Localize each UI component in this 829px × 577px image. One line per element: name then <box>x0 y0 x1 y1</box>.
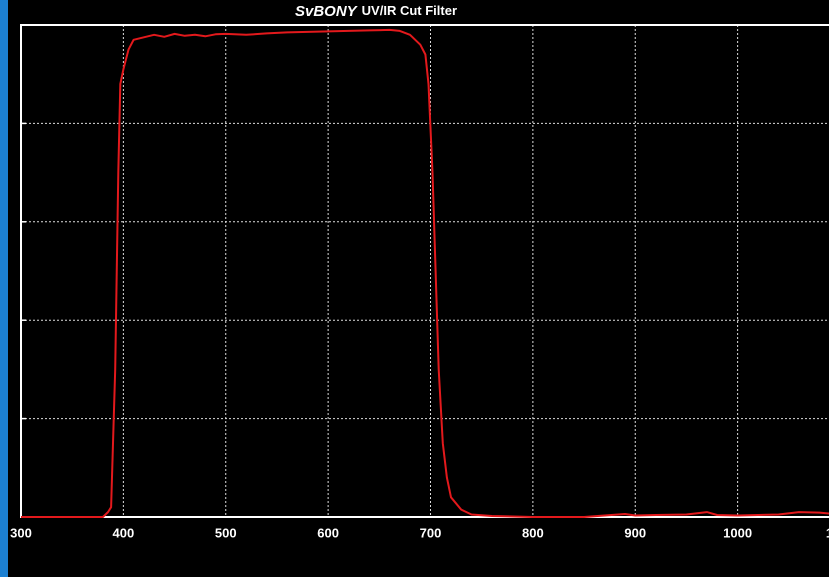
line <box>21 28 829 518</box>
x-tick-label: 800 <box>522 525 544 540</box>
x-tick-label: 900 <box>624 525 646 540</box>
x-tick-label: 300 <box>10 525 32 540</box>
x-tick-label: 1100 <box>826 525 829 540</box>
x-tick-label: 700 <box>420 525 442 540</box>
x-tick-label: 500 <box>215 525 237 540</box>
side-strip <box>0 0 8 577</box>
brand: SvBONY <box>295 3 359 20</box>
plot-frame <box>20 24 829 518</box>
chart-title: SvBONY UV/IR Cut Filter <box>295 3 457 20</box>
x-tick-label: 400 <box>113 525 135 540</box>
x-tick-label: 1000 <box>723 525 752 540</box>
x-tick-label: 600 <box>317 525 339 540</box>
title: UV/IR Cut Filter <box>362 3 457 18</box>
